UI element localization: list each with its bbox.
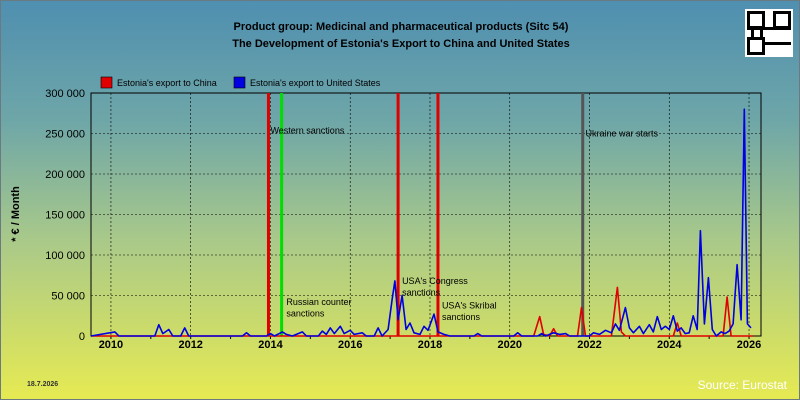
legend: Estonia's export to China Estonia's expor… — [100, 76, 381, 89]
series-line-china — [91, 286, 753, 337]
annotation-text: sanctions — [402, 288, 441, 298]
annotation-text: sanctions — [286, 309, 325, 319]
event-lines — [266, 93, 585, 336]
annotation-text: Russian counter — [286, 297, 351, 307]
legend-swatch — [100, 76, 113, 89]
y-tick-label: 50 000 — [51, 291, 85, 303]
y-tick-label: 100 000 — [45, 250, 85, 262]
series-lines — [90, 108, 753, 337]
y-axis-ticks: 0 50 000 100 000 150 000 200 000 250 000 300 0… — [45, 88, 85, 343]
x-tick-label: 2018 — [418, 339, 442, 351]
series-line-united-states — [90, 108, 752, 337]
chart-title-line1: Product group: Medicinal and pharmaceuti… — [233, 21, 569, 33]
x-tick-label: 2014 — [258, 339, 283, 351]
x-tick-label: 2022 — [577, 339, 601, 351]
x-tick-label: 2016 — [338, 339, 362, 351]
grid-lines — [91, 92, 761, 337]
y-tick-label: 250 000 — [45, 129, 85, 141]
footer-date: 18.7.2026 — [27, 381, 59, 388]
annotation-text: Western sanctions — [270, 126, 344, 136]
y-tick-label: 300 000 — [45, 88, 85, 100]
y-tick-label: 150 000 — [45, 210, 85, 222]
annotations: Western sanctions Russian counter sanction… — [270, 126, 658, 322]
legend-label: Estonia's export to China — [117, 78, 217, 88]
x-tick-label: 2020 — [498, 339, 522, 351]
y-axis-label: * € / Month — [10, 186, 22, 242]
chart-title-line2: The Development of Estonia's Export to C… — [232, 38, 570, 50]
y-tick-label: 0 — [79, 331, 85, 343]
qr-code-icon[interactable] — [745, 9, 793, 57]
legend-label: Estonia's export to United States — [250, 78, 381, 88]
x-tick-label: 2024 — [657, 339, 682, 351]
x-tick-label: 2010 — [99, 339, 123, 351]
legend-swatch — [233, 76, 246, 89]
annotation-text: USA's Skribal — [442, 300, 497, 310]
footer-source: Source: Eurostat — [697, 378, 787, 392]
annotation-text: Ukraine war starts — [586, 129, 659, 139]
x-axis-ticks: 2010 2012 2014 2016 2018 2020 2022 2024 2026 — [99, 336, 761, 351]
annotation-text: sanctions — [442, 312, 481, 322]
x-tick-label: 2026 — [737, 339, 761, 351]
annotation-text: USA's Congress — [402, 276, 468, 286]
x-tick-label: 2012 — [178, 339, 202, 351]
y-tick-label: 200 000 — [45, 169, 85, 181]
